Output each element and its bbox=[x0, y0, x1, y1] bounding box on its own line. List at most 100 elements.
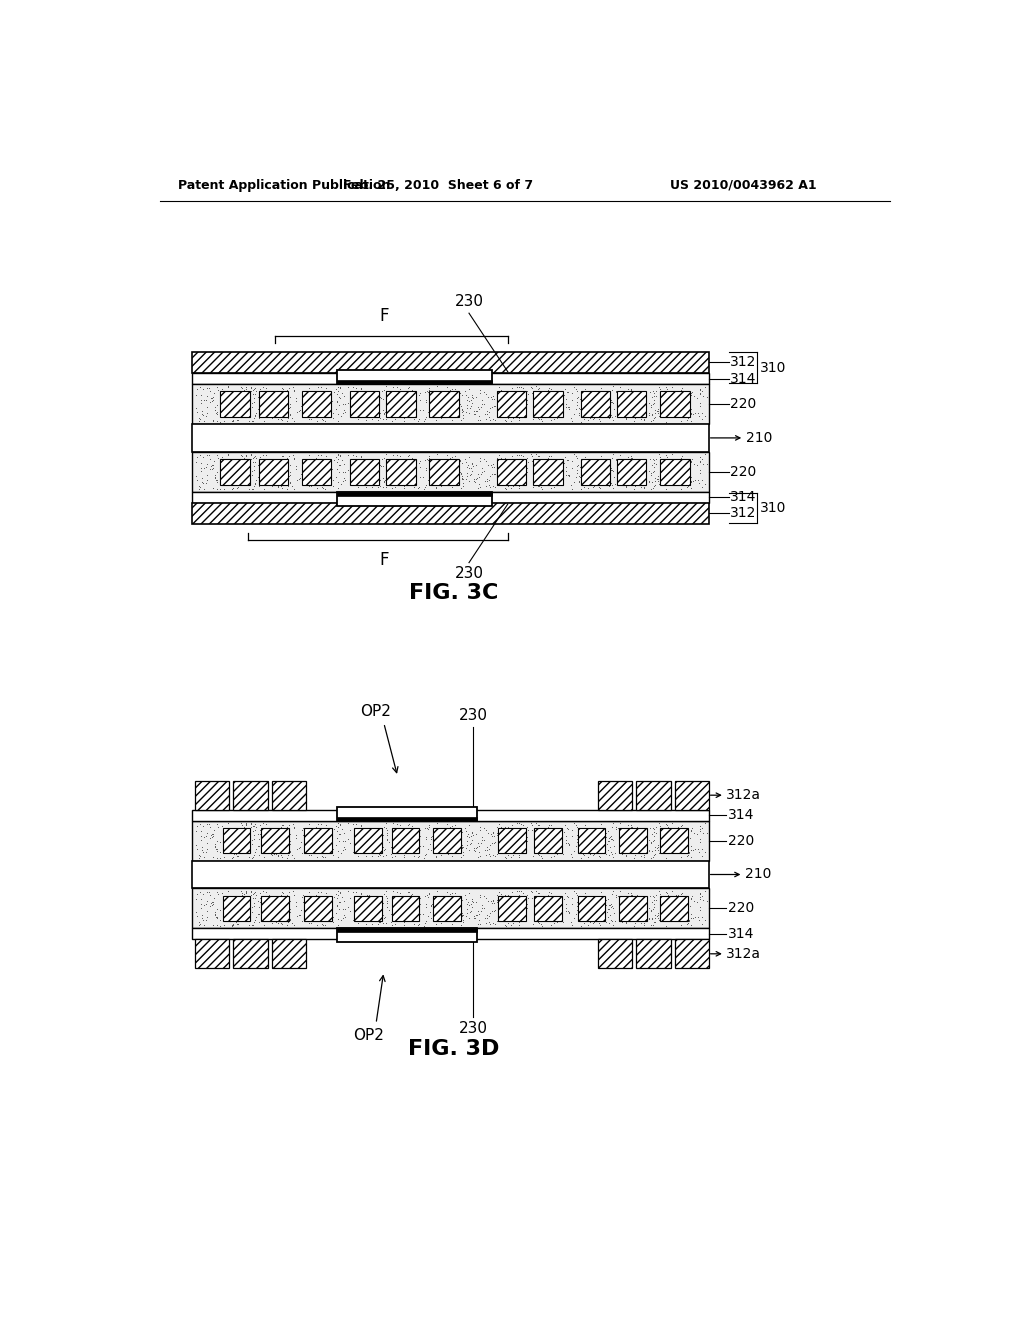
Point bbox=[268, 891, 285, 912]
Point bbox=[396, 828, 413, 849]
Point bbox=[679, 913, 695, 935]
Point bbox=[473, 900, 489, 921]
Point bbox=[318, 886, 335, 907]
Point bbox=[418, 457, 434, 478]
Point bbox=[222, 900, 239, 921]
Point bbox=[238, 814, 254, 836]
Point bbox=[660, 447, 677, 469]
Point bbox=[439, 911, 456, 932]
Point bbox=[691, 909, 708, 931]
Point bbox=[403, 470, 420, 491]
Point bbox=[200, 470, 216, 491]
Point bbox=[481, 913, 498, 935]
Point bbox=[673, 396, 689, 417]
Point bbox=[682, 828, 698, 849]
Point bbox=[231, 385, 248, 407]
Point bbox=[563, 887, 580, 908]
Point bbox=[301, 475, 317, 496]
Point bbox=[546, 450, 562, 471]
Point bbox=[218, 892, 234, 913]
Point bbox=[214, 379, 230, 400]
Point bbox=[471, 466, 487, 487]
Point bbox=[652, 401, 669, 422]
Point bbox=[365, 391, 381, 412]
Point bbox=[417, 381, 433, 403]
Point bbox=[569, 817, 586, 838]
Point bbox=[560, 900, 577, 921]
Point bbox=[403, 380, 420, 401]
Point bbox=[349, 474, 366, 495]
Point bbox=[485, 890, 502, 911]
Point bbox=[191, 880, 208, 902]
Point bbox=[443, 399, 460, 420]
Point bbox=[281, 814, 297, 836]
Point bbox=[499, 822, 515, 843]
Point bbox=[232, 465, 249, 486]
Point bbox=[459, 838, 475, 859]
Point bbox=[690, 907, 707, 928]
Point bbox=[517, 397, 534, 418]
Point bbox=[275, 894, 292, 915]
Point bbox=[449, 387, 465, 408]
Point bbox=[385, 395, 401, 416]
Point bbox=[534, 409, 550, 430]
Point bbox=[582, 911, 598, 932]
Point bbox=[510, 896, 526, 917]
Point bbox=[596, 833, 612, 854]
Point bbox=[420, 838, 436, 859]
Point bbox=[247, 909, 263, 931]
Point bbox=[649, 401, 666, 422]
Point bbox=[595, 401, 611, 422]
Point bbox=[443, 446, 460, 467]
Point bbox=[546, 383, 562, 404]
Point bbox=[349, 911, 366, 932]
Point bbox=[504, 445, 520, 466]
Point bbox=[525, 465, 542, 486]
Point bbox=[527, 841, 544, 862]
Point bbox=[336, 836, 352, 857]
Point bbox=[284, 845, 300, 866]
Point bbox=[501, 466, 517, 487]
Point bbox=[243, 813, 259, 834]
Point bbox=[595, 829, 611, 850]
Point bbox=[350, 888, 367, 909]
Point bbox=[223, 822, 240, 843]
Point bbox=[258, 405, 274, 426]
Point bbox=[453, 409, 469, 430]
Point bbox=[455, 904, 471, 925]
Point bbox=[468, 469, 484, 490]
Point bbox=[269, 898, 286, 919]
Point bbox=[294, 383, 310, 404]
Point bbox=[421, 445, 437, 466]
Point bbox=[674, 447, 690, 469]
Point bbox=[245, 379, 261, 400]
Point bbox=[582, 407, 598, 428]
Bar bbox=[191, 928, 710, 940]
Point bbox=[309, 828, 326, 849]
Point bbox=[459, 397, 475, 418]
Point bbox=[244, 465, 260, 486]
Point bbox=[328, 834, 344, 855]
Point bbox=[205, 454, 221, 475]
Point bbox=[205, 411, 221, 432]
Point bbox=[694, 913, 711, 935]
Point bbox=[598, 911, 614, 932]
Point bbox=[228, 890, 245, 911]
Point bbox=[446, 882, 463, 903]
Point bbox=[459, 466, 475, 487]
Point bbox=[246, 912, 262, 933]
Point bbox=[455, 408, 471, 429]
Point bbox=[193, 894, 209, 915]
Point bbox=[691, 379, 708, 400]
Point bbox=[222, 451, 239, 473]
Point bbox=[630, 405, 646, 426]
Point bbox=[636, 461, 652, 482]
Point bbox=[693, 907, 710, 928]
Point bbox=[517, 837, 534, 858]
Point bbox=[449, 392, 465, 413]
Point bbox=[230, 840, 247, 861]
Point bbox=[188, 834, 205, 855]
Point bbox=[370, 908, 386, 929]
Point bbox=[196, 894, 212, 915]
Point bbox=[313, 471, 330, 492]
